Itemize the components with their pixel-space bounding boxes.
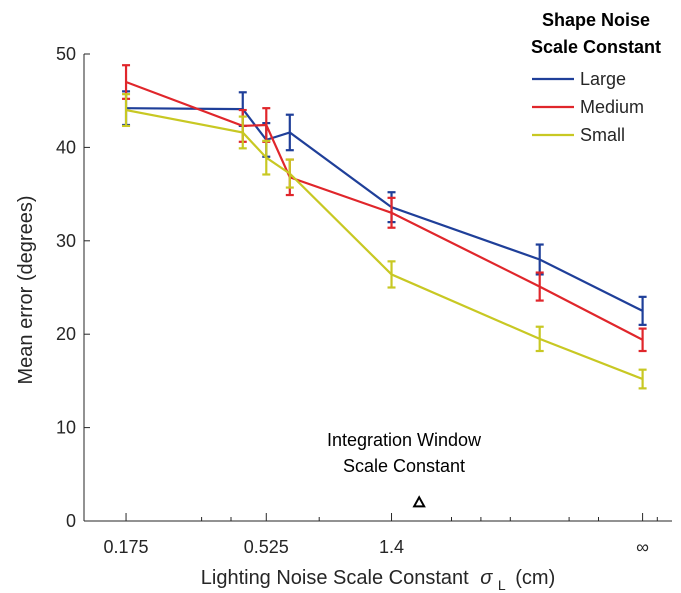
legend-label: Large — [580, 69, 626, 89]
error-bar — [638, 368, 647, 390]
x-axis-label: Lighting Noise Scale Constant σ L (cm) — [201, 567, 555, 593]
legend: Shape Noise Scale Constant Large Medium Sm… — [531, 10, 661, 145]
error-bar — [262, 139, 271, 176]
annotation-line-1: Integration Window — [327, 430, 482, 450]
x-axis-label-symbol: σ — [480, 567, 493, 589]
x-axis-label-subscript: L — [498, 577, 506, 593]
error-bar — [638, 327, 647, 353]
error-bar — [638, 295, 647, 326]
series-line-medium — [125, 80, 644, 341]
axes: 0 10 20 30 40 50 0.175 0.525 1.4 ∞ — [56, 44, 672, 557]
x-axis-label-unit: (cm) — [515, 567, 555, 589]
legend-items: Large Medium Small — [532, 69, 644, 145]
series-large — [122, 90, 647, 326]
y-tick-label: 10 — [56, 418, 76, 438]
x-axis-label-main: Lighting Noise Scale Constant — [201, 567, 469, 589]
legend-title-line-1: Shape Noise — [542, 10, 650, 30]
error-bar — [535, 271, 544, 302]
legend-item-large: Large — [532, 69, 626, 89]
annotation-line-2: Scale Constant — [343, 456, 465, 476]
error-bar — [387, 196, 396, 229]
y-axis-label: Mean error (degrees) — [15, 196, 37, 385]
error-bar — [238, 115, 247, 150]
x-tick-label: 0.175 — [104, 537, 149, 557]
y-tick-label: 0 — [66, 511, 76, 531]
y-tick-label: 20 — [56, 324, 76, 344]
y-tick-label: 30 — [56, 231, 76, 251]
legend-item-small: Small — [532, 125, 625, 145]
legend-label: Medium — [580, 97, 644, 117]
x-tick-label: 1.4 — [379, 537, 404, 557]
error-bar — [387, 260, 396, 289]
series-line-small — [125, 108, 643, 381]
y-tick-label: 40 — [56, 137, 76, 157]
y-tick-label: 50 — [56, 44, 76, 64]
series-layer — [122, 64, 647, 390]
error-bar — [122, 93, 131, 128]
error-bar — [285, 113, 294, 152]
series-small — [122, 93, 647, 390]
error-bar — [535, 325, 544, 353]
annotation-triangle-marker — [412, 495, 426, 508]
x-tick-label: 0.525 — [244, 537, 289, 557]
x-tick-label: ∞ — [636, 537, 649, 557]
legend-title-line-2: Scale Constant — [531, 37, 661, 57]
error-bar — [285, 158, 294, 189]
legend-label: Small — [580, 125, 625, 145]
legend-item-medium: Medium — [532, 97, 644, 117]
